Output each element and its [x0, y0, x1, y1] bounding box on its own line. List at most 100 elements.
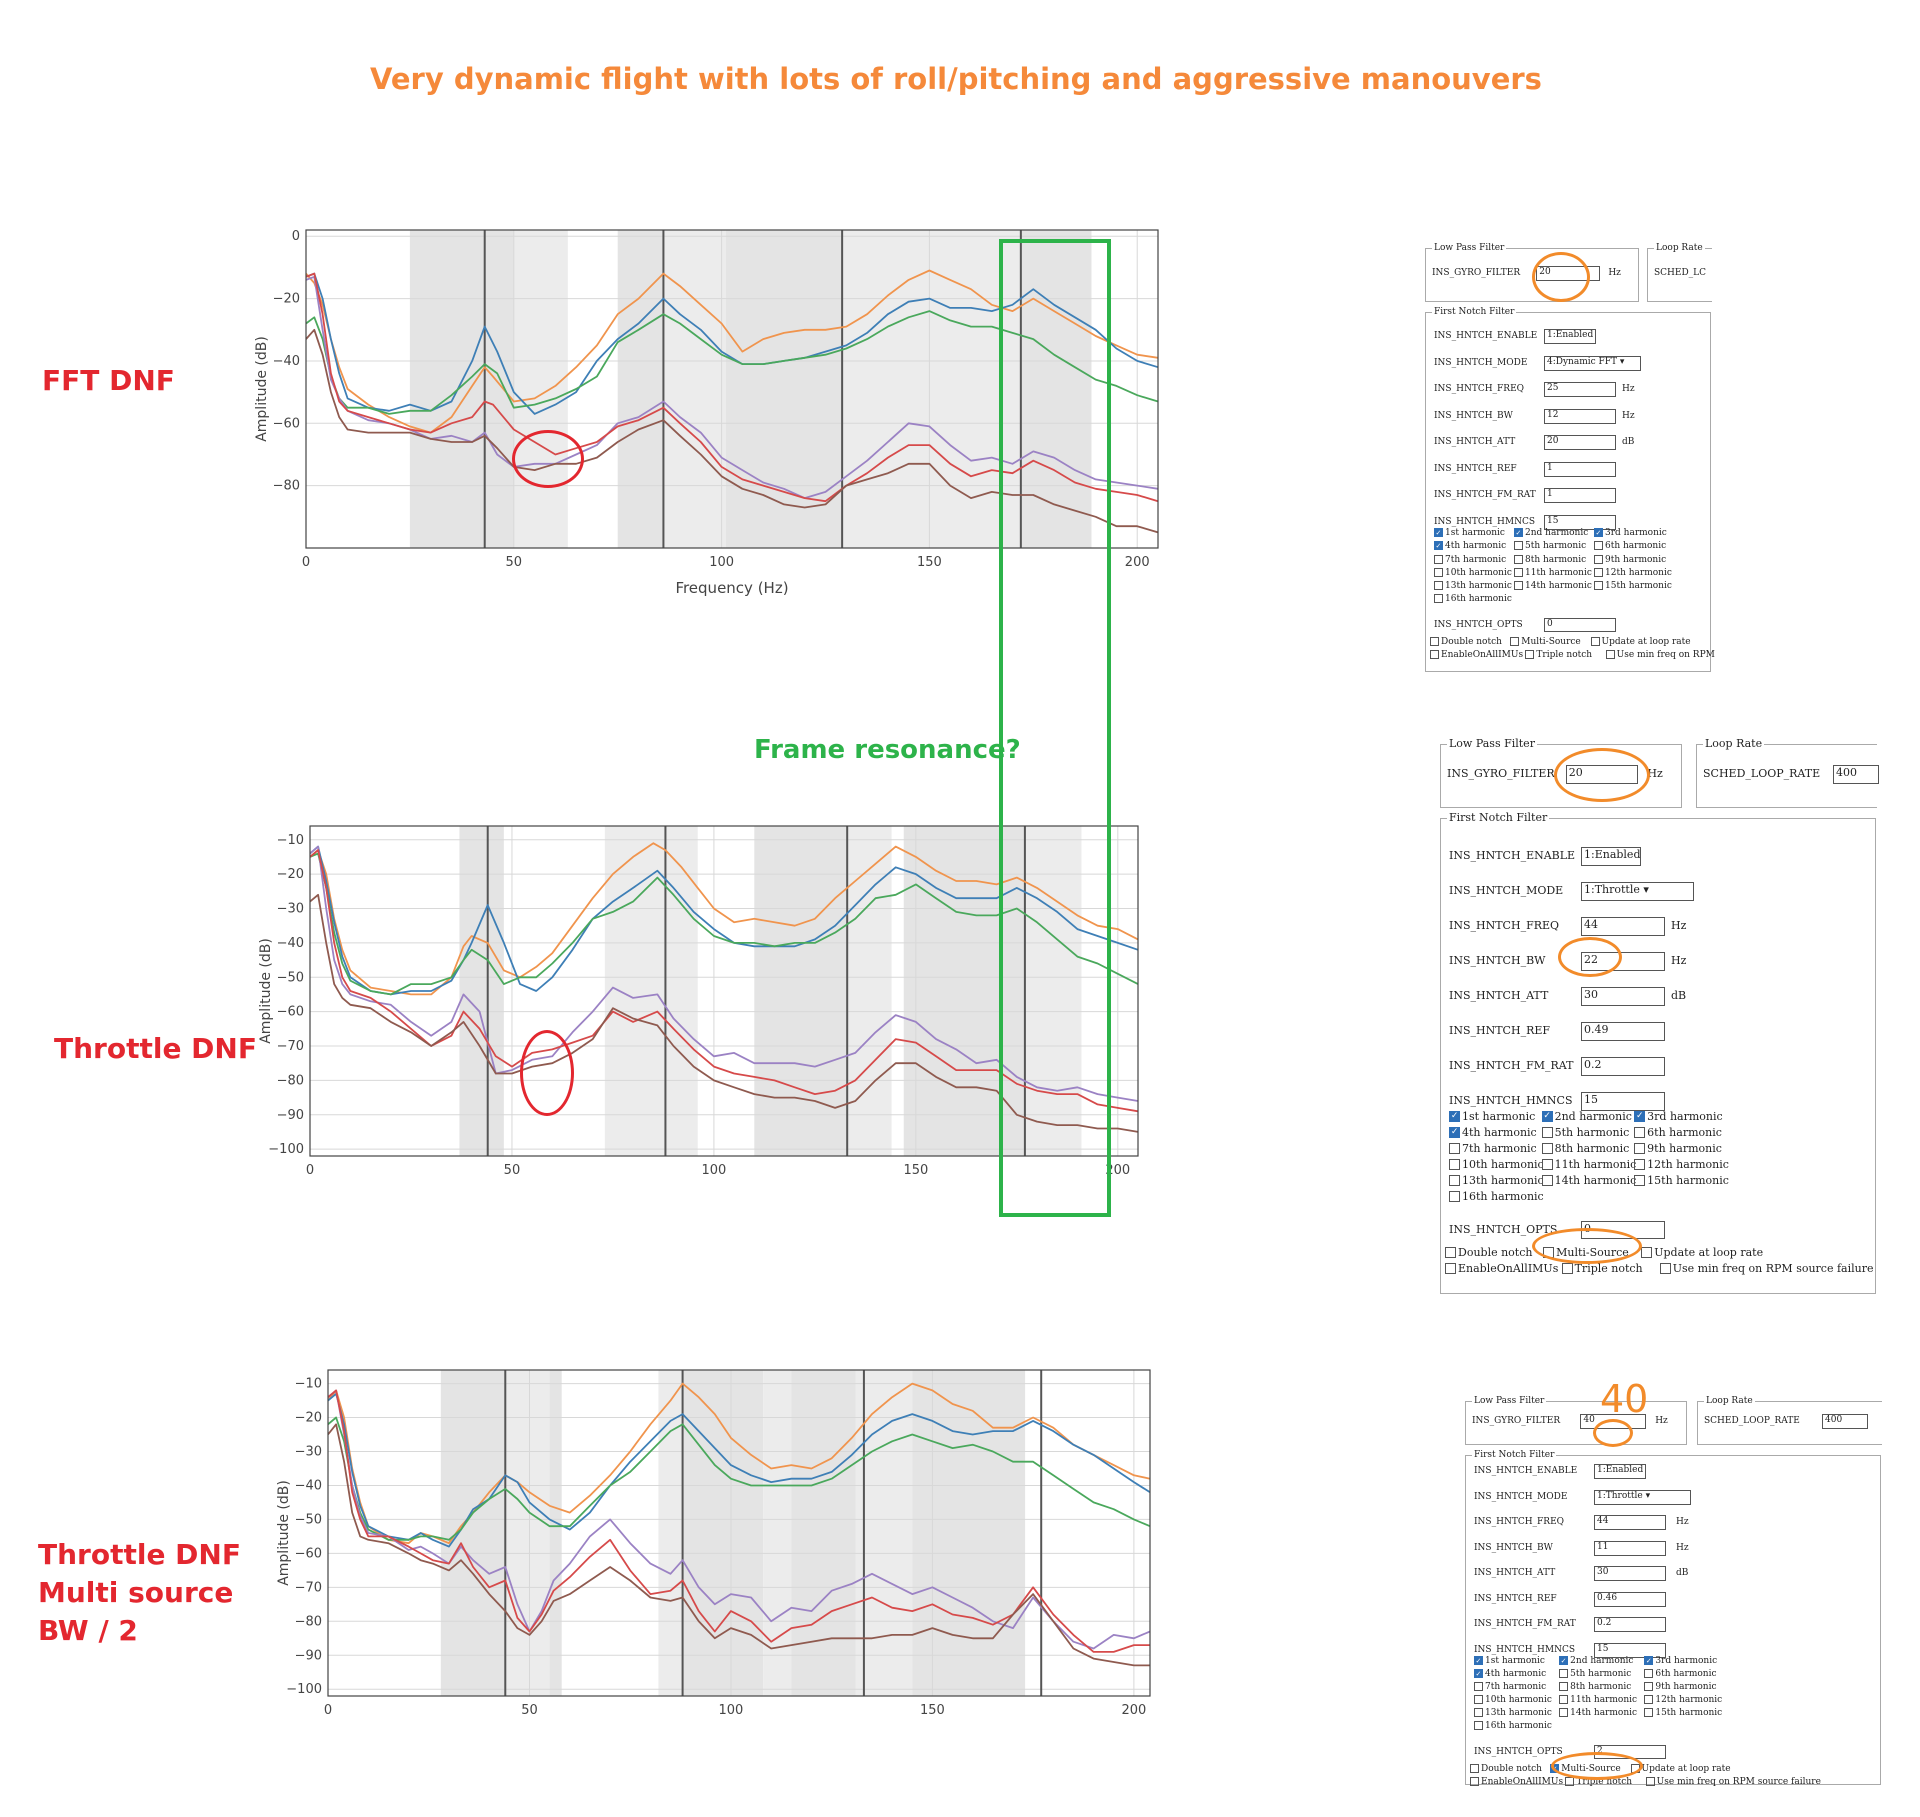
param-select[interactable]: 1:Throttle ▾ — [1581, 882, 1695, 901]
param-input[interactable]: 30 — [1581, 987, 1665, 1006]
harmonic-checkbox[interactable]: ✓ 2nd harmonic — [1541, 1110, 1632, 1123]
checkbox-unchecked-icon[interactable] — [1430, 650, 1439, 660]
checkbox-checked-icon[interactable]: ✓ — [1449, 1127, 1460, 1139]
checkbox-unchecked-icon[interactable] — [1559, 1682, 1569, 1692]
checkbox-unchecked-icon[interactable] — [1434, 554, 1443, 564]
option-checkbox[interactable]: Triple notch — [1561, 1262, 1643, 1275]
checkbox-unchecked-icon[interactable] — [1594, 580, 1603, 590]
checkbox-unchecked-icon[interactable] — [1634, 1127, 1646, 1139]
param-input[interactable]: 30 — [1594, 1566, 1666, 1582]
param-input[interactable]: 15 — [1544, 514, 1616, 530]
param-input[interactable]: 0.2 — [1594, 1617, 1666, 1633]
checkbox-unchecked-icon[interactable] — [1514, 554, 1523, 564]
checkbox-unchecked-icon[interactable] — [1510, 637, 1520, 647]
checkbox-checked-icon[interactable]: ✓ — [1434, 528, 1443, 538]
harmonic-checkbox[interactable]: 5th harmonic — [1541, 1126, 1629, 1139]
checkbox-checked-icon[interactable]: ✓ — [1644, 1655, 1654, 1665]
harmonic-checkbox[interactable]: ✓ 1st harmonic — [1434, 528, 1505, 538]
option-checkbox[interactable]: EnableOnAllIMUs — [1430, 650, 1523, 660]
param-select[interactable]: 4:Dynamic FFT ▾ — [1544, 355, 1642, 371]
param-input[interactable]: 15 — [1581, 1092, 1665, 1111]
harmonic-checkbox[interactable]: ✓ 4th harmonic — [1449, 1126, 1537, 1139]
harmonic-checkbox[interactable]: ✓ 3rd harmonic — [1594, 528, 1667, 538]
checkbox-unchecked-icon[interactable] — [1644, 1682, 1654, 1692]
checkbox-checked-icon[interactable]: ✓ — [1474, 1669, 1483, 1679]
param-select[interactable]: 1:Throttle ▾ — [1594, 1489, 1692, 1505]
harmonic-checkbox[interactable]: 6th harmonic — [1594, 541, 1666, 551]
checkbox-unchecked-icon[interactable] — [1634, 1175, 1646, 1187]
checkbox-unchecked-icon[interactable] — [1559, 1669, 1569, 1679]
checkbox-unchecked-icon[interactable] — [1470, 1776, 1479, 1786]
param-input[interactable]: 1 — [1544, 461, 1616, 477]
harmonic-checkbox[interactable]: 5th harmonic — [1559, 1669, 1631, 1679]
checkbox-unchecked-icon[interactable] — [1541, 1175, 1553, 1187]
param-input[interactable]: 25 — [1544, 382, 1616, 398]
harmonic-checkbox[interactable]: ✓ 4th harmonic — [1474, 1669, 1546, 1679]
loop-rate-input[interactable]: 400 — [1833, 765, 1879, 784]
harmonic-checkbox[interactable]: 15th harmonic — [1644, 1708, 1722, 1718]
checkbox-checked-icon[interactable]: ✓ — [1634, 1111, 1646, 1123]
option-checkbox[interactable]: Double notch — [1445, 1246, 1532, 1259]
checkbox-unchecked-icon[interactable] — [1634, 1143, 1646, 1155]
harmonic-checkbox[interactable]: 12th harmonic — [1634, 1158, 1729, 1171]
harmonic-checkbox[interactable]: 10th harmonic — [1434, 567, 1512, 578]
harmonic-checkbox[interactable]: 14th harmonic — [1514, 580, 1592, 591]
option-checkbox[interactable]: Update at loop rate — [1641, 1246, 1763, 1259]
checkbox-unchecked-icon[interactable] — [1590, 637, 1600, 647]
checkbox-checked-icon[interactable]: ✓ — [1541, 1111, 1553, 1123]
param-input[interactable]: 44 — [1594, 1515, 1666, 1531]
option-checkbox[interactable]: Double notch — [1470, 1763, 1542, 1774]
harmonic-checkbox[interactable]: ✓ 3rd harmonic — [1644, 1655, 1717, 1666]
harmonic-checkbox[interactable]: 16th harmonic — [1449, 1190, 1544, 1203]
harmonic-checkbox[interactable]: 7th harmonic — [1434, 554, 1506, 565]
param-input[interactable]: 0.2 — [1581, 1057, 1665, 1076]
harmonic-checkbox[interactable]: 11th harmonic — [1559, 1695, 1637, 1705]
checkbox-unchecked-icon[interactable] — [1445, 1263, 1456, 1275]
checkbox-unchecked-icon[interactable] — [1449, 1191, 1460, 1202]
checkbox-unchecked-icon[interactable] — [1645, 1776, 1655, 1786]
harmonic-checkbox[interactable]: 8th harmonic — [1559, 1682, 1631, 1692]
checkbox-checked-icon[interactable]: ✓ — [1474, 1655, 1483, 1665]
checkbox-checked-icon[interactable]: ✓ — [1434, 541, 1443, 551]
checkbox-unchecked-icon[interactable] — [1445, 1247, 1456, 1259]
checkbox-checked-icon[interactable]: ✓ — [1449, 1111, 1460, 1123]
checkbox-checked-icon[interactable]: ✓ — [1594, 528, 1603, 538]
harmonic-checkbox[interactable]: ✓ 3rd harmonic — [1634, 1110, 1723, 1123]
harmonic-checkbox[interactable]: ✓ 2nd harmonic — [1559, 1655, 1633, 1666]
harmonic-checkbox[interactable]: 8th harmonic — [1541, 1142, 1629, 1155]
checkbox-unchecked-icon[interactable] — [1449, 1159, 1460, 1171]
harmonic-checkbox[interactable]: ✓ 4th harmonic — [1434, 541, 1506, 551]
param-input[interactable]: 1 — [1544, 488, 1616, 504]
checkbox-unchecked-icon[interactable] — [1561, 1263, 1573, 1275]
harmonic-checkbox[interactable]: 6th harmonic — [1644, 1669, 1717, 1679]
harmonic-checkbox[interactable]: 10th harmonic — [1449, 1158, 1544, 1171]
harmonic-checkbox[interactable]: 6th harmonic — [1634, 1126, 1722, 1139]
harmonic-checkbox[interactable]: 12th harmonic — [1644, 1695, 1722, 1705]
harmonic-checkbox[interactable]: ✓ 1st harmonic — [1449, 1110, 1535, 1123]
checkbox-unchecked-icon[interactable] — [1434, 567, 1443, 577]
checkbox-unchecked-icon[interactable] — [1430, 637, 1439, 647]
harmonic-checkbox[interactable]: 13th harmonic — [1434, 580, 1512, 591]
harmonic-checkbox[interactable]: 13th harmonic — [1449, 1174, 1544, 1187]
checkbox-unchecked-icon[interactable] — [1470, 1763, 1479, 1773]
param-select[interactable]: 1:Enabled ▾ — [1544, 329, 1596, 345]
param-input[interactable]: 12 — [1544, 408, 1616, 424]
harmonic-checkbox[interactable]: 15th harmonic — [1634, 1174, 1729, 1187]
param-select[interactable]: 1:Enabled ▾ — [1594, 1464, 1646, 1480]
option-checkbox[interactable]: Double notch — [1430, 637, 1502, 647]
option-checkbox[interactable]: Use min freq on RPM — [1605, 650, 1715, 660]
checkbox-unchecked-icon[interactable] — [1474, 1708, 1483, 1718]
checkbox-unchecked-icon[interactable] — [1514, 567, 1523, 577]
checkbox-checked-icon[interactable]: ✓ — [1514, 528, 1523, 538]
checkbox-unchecked-icon[interactable] — [1474, 1695, 1483, 1705]
option-checkbox[interactable]: Multi-Source — [1510, 637, 1581, 647]
checkbox-unchecked-icon[interactable] — [1514, 541, 1523, 551]
checkbox-unchecked-icon[interactable] — [1474, 1682, 1483, 1692]
harmonic-checkbox[interactable]: ✓ 2nd harmonic — [1514, 528, 1588, 538]
checkbox-unchecked-icon[interactable] — [1449, 1143, 1460, 1155]
option-checkbox[interactable]: Use min freq on RPM source failure — [1645, 1776, 1821, 1787]
checkbox-unchecked-icon[interactable] — [1605, 650, 1615, 660]
checkbox-unchecked-icon[interactable] — [1541, 1127, 1553, 1139]
harmonic-checkbox[interactable]: 16th harmonic — [1434, 593, 1512, 604]
param-select[interactable]: 1:Enabled ▾ — [1581, 847, 1642, 866]
